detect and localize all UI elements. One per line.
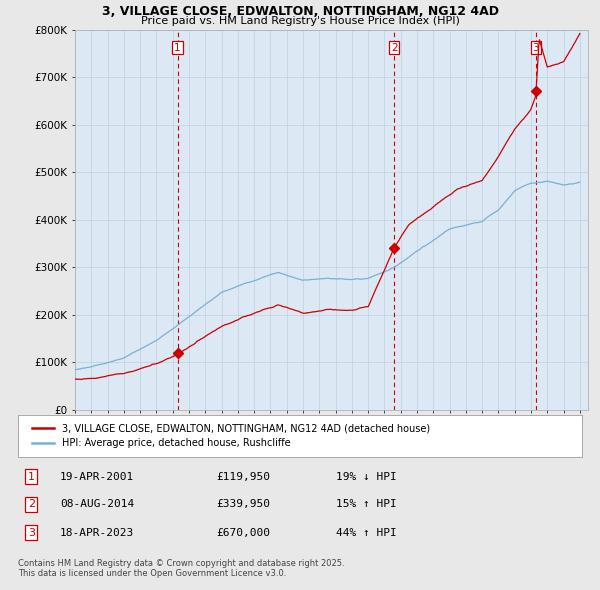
Legend: 3, VILLAGE CLOSE, EDWALTON, NOTTINGHAM, NG12 4AD (detached house), HPI: Average : 3, VILLAGE CLOSE, EDWALTON, NOTTINGHAM, …	[29, 419, 434, 453]
Text: £339,950: £339,950	[216, 500, 270, 509]
Text: 2: 2	[28, 500, 35, 509]
Text: This data is licensed under the Open Government Licence v3.0.: This data is licensed under the Open Gov…	[18, 569, 286, 578]
Text: 15% ↑ HPI: 15% ↑ HPI	[336, 500, 397, 509]
Text: Contains HM Land Registry data © Crown copyright and database right 2025.: Contains HM Land Registry data © Crown c…	[18, 559, 344, 568]
Text: 3: 3	[533, 42, 539, 53]
Text: 1: 1	[174, 42, 181, 53]
Text: £670,000: £670,000	[216, 528, 270, 537]
Text: 19-APR-2001: 19-APR-2001	[60, 472, 134, 481]
Text: Price paid vs. HM Land Registry's House Price Index (HPI): Price paid vs. HM Land Registry's House …	[140, 16, 460, 26]
Text: 19% ↓ HPI: 19% ↓ HPI	[336, 472, 397, 481]
Text: 18-APR-2023: 18-APR-2023	[60, 528, 134, 537]
Text: 3, VILLAGE CLOSE, EDWALTON, NOTTINGHAM, NG12 4AD: 3, VILLAGE CLOSE, EDWALTON, NOTTINGHAM, …	[101, 5, 499, 18]
Text: £119,950: £119,950	[216, 472, 270, 481]
Text: 3: 3	[28, 528, 35, 537]
Text: 44% ↑ HPI: 44% ↑ HPI	[336, 528, 397, 537]
Text: 1: 1	[28, 472, 35, 481]
Text: 08-AUG-2014: 08-AUG-2014	[60, 500, 134, 509]
Text: 2: 2	[391, 42, 398, 53]
